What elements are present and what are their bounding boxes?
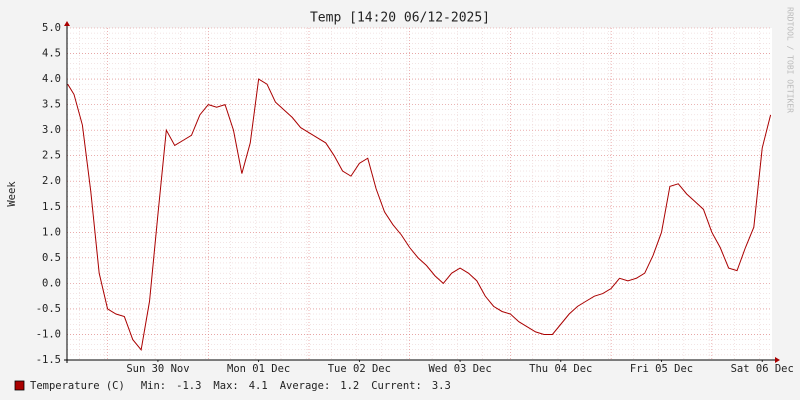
stat-label: Min: [141,380,166,392]
x-tick-label: Fri 05 Dec [630,363,693,375]
x-tick-label: Thu 04 Dec [529,363,592,375]
y-tick-label: 2.5 [42,150,61,162]
y-tick-label: -0.5 [36,303,61,315]
line [67,78,772,351]
x-tick-label: Sat 06 Dec [731,363,794,375]
x-tick-label: Tue 02 Dec [328,363,391,375]
x-tick-label: Wed 03 Dec [428,363,491,375]
x-tick-label: Sun 30 Nov [126,363,189,375]
legend-swatch [14,380,25,391]
stat-value: 3.3 [432,380,451,392]
axis-arrow [775,357,780,363]
stat-label: Max: [213,380,238,392]
stat-label: Average: [280,380,331,392]
chart-title: Temp [14:20 06/12-2025] [310,11,490,26]
stat-value: 4.1 [249,380,268,392]
watermark: RRDTOOL / TOBI OETIKER [786,7,795,113]
stat-value: 1.2 [340,380,359,392]
x-tick-label: Mon 01 Dec [227,363,290,375]
plot-area [67,28,772,360]
y-tick-label: -1.5 [36,354,61,366]
legend: Temperature (C) Min: -1.3 Max: 4.1 Average: 1.… [30,380,451,392]
y-tick-label: 0.5 [42,252,61,264]
y-tick-label: 5.0 [42,22,61,34]
axis-arrow [64,21,70,26]
y-axis-label: Week [6,181,18,207]
marks [67,78,772,351]
y-tick-label: 3.0 [42,124,61,136]
stat-value: -1.3 [176,380,201,392]
grid [67,27,772,361]
y-tick-label: 0.0 [42,277,61,289]
y-tick-label: 1.5 [42,201,61,213]
stat-label: Current: [371,380,422,392]
y-tick-label: 3.5 [42,99,61,111]
y-tick-label: 1.0 [42,226,61,238]
y-tick-label: 4.0 [42,73,61,85]
legend-entry: Temperature (C) [30,380,125,392]
y-tick-label: -1.0 [36,328,61,340]
y-tick-label: 2.0 [42,175,61,187]
y-tick-label: 4.5 [42,48,61,60]
